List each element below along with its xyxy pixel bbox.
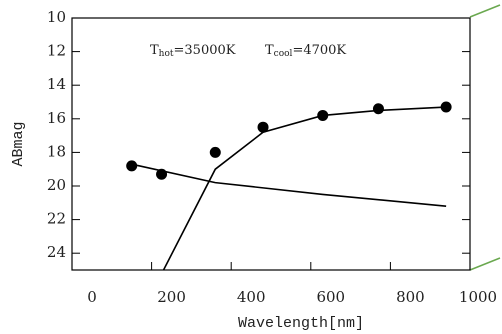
y-tick-label: 18: [47, 142, 66, 160]
annotation-symbol: T: [265, 43, 274, 58]
data-point: [209, 146, 221, 158]
annotation-symbol: T: [150, 43, 159, 58]
data-point: [156, 168, 168, 180]
data-point: [372, 103, 384, 115]
x-tick-label: 0: [87, 288, 97, 306]
y-tick-label: 20: [47, 176, 66, 194]
x-tick-label: 800: [396, 288, 425, 306]
decoration: [469, 4, 501, 18]
y-tick-label: 12: [47, 42, 66, 60]
annotation: Thot=35000K: [150, 43, 236, 59]
annotation-sub: hot: [159, 49, 174, 59]
line: [162, 106, 447, 270]
decoration: [469, 257, 501, 271]
data-point: [257, 121, 269, 133]
annotation-sub: cool: [274, 49, 293, 59]
x-tick-label: 200: [157, 288, 186, 306]
data-point: [440, 101, 452, 113]
line: [131, 163, 447, 207]
y-tick-label: 24: [47, 243, 66, 261]
y-axis-title: ABmag: [10, 121, 27, 166]
annotation-text: =4700K: [292, 43, 346, 58]
y-tick-label: 16: [47, 109, 66, 127]
plot-frame: [71, 17, 471, 271]
x-tick-label: 600: [316, 288, 345, 306]
x-tick-label: 400: [237, 288, 266, 306]
annotation-text: =35000K: [174, 43, 236, 58]
x-axis-title: Wavelength[nm]: [238, 315, 364, 332]
y-tick-label: 14: [47, 75, 66, 93]
data-point: [317, 109, 329, 121]
data-point: [126, 160, 138, 172]
y-tick-label: 10: [47, 8, 66, 26]
annotation: Tcool=4700K: [265, 43, 346, 59]
x-tick-label: 1000: [459, 288, 497, 306]
y-tick-label: 22: [47, 210, 66, 228]
